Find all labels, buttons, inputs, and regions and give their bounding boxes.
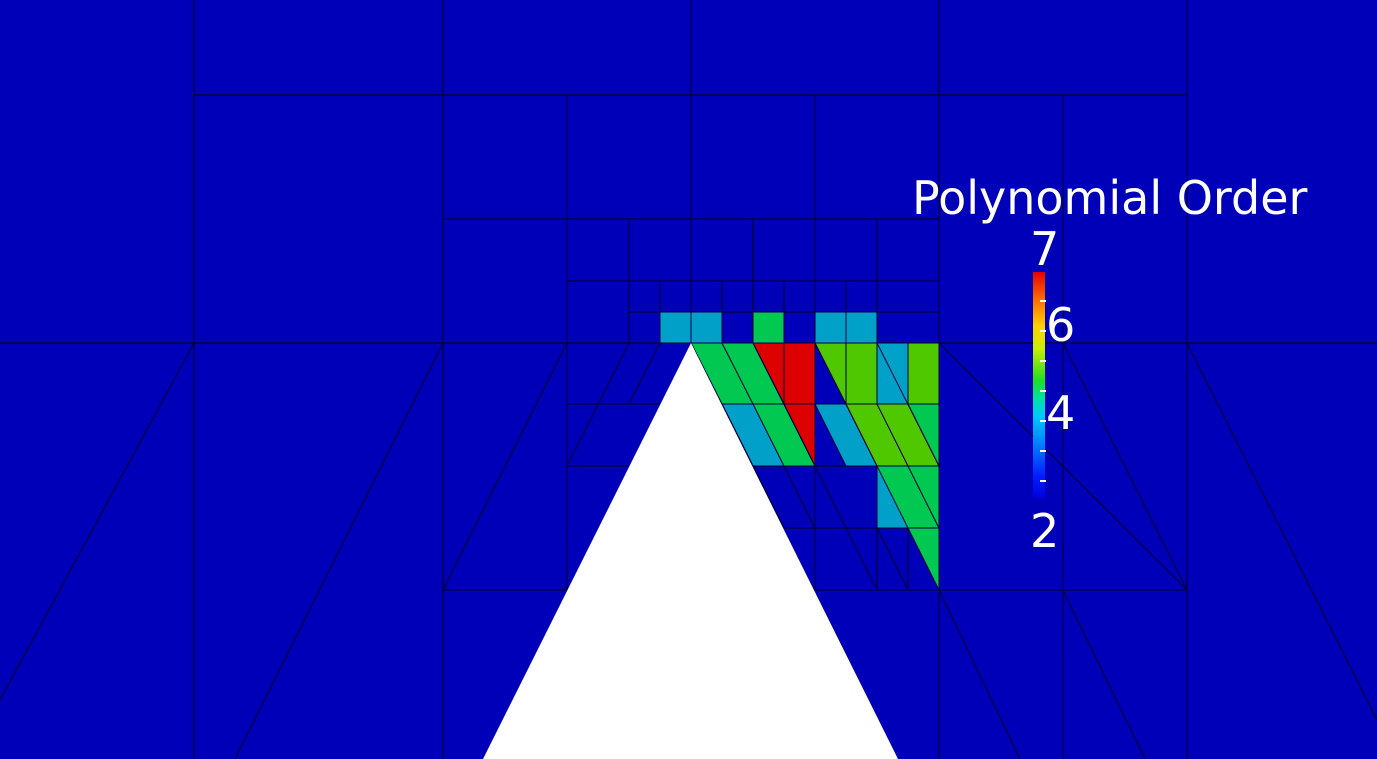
scale-tick	[1040, 360, 1046, 362]
color-scale-bar	[1033, 272, 1045, 498]
scale-tick	[1040, 300, 1046, 302]
scale-label-max: 7	[1030, 222, 1060, 276]
scale-tick	[1040, 420, 1046, 422]
scale-label-6: 6	[1046, 298, 1076, 352]
scale-tick	[1040, 390, 1046, 392]
scale-label-min: 2	[1030, 504, 1060, 558]
refined-elements	[659, 311, 940, 591]
obstacle-shape	[483, 343, 898, 759]
scale-tick	[1040, 480, 1046, 482]
legend-title: Polynomial Order	[912, 171, 1308, 225]
scale-tick	[1040, 450, 1046, 452]
scale-label-4: 4	[1046, 386, 1076, 440]
scale-tick	[1040, 330, 1046, 332]
